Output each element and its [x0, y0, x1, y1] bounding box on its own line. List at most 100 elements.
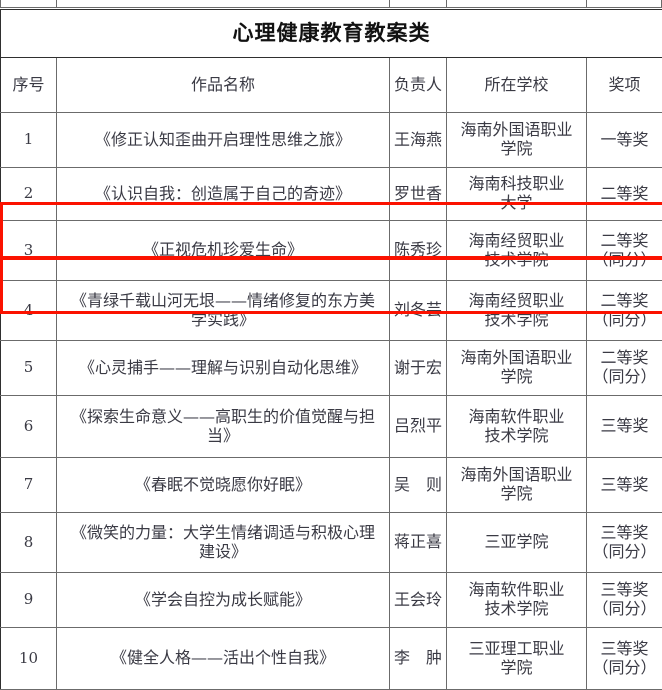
table-row: 5《心灵捕手——理解与识别自动化思维》谢于宏海南外国语职业学院二等奖（同分） — [1, 341, 662, 396]
cell-index: 5 — [1, 341, 57, 396]
award-line-1: 二等奖 — [591, 232, 658, 251]
cell-index: 3 — [1, 221, 57, 281]
cell-work-title: 《春眠不觉晓愿你好眠》 — [57, 458, 390, 513]
cell-work-title: 《正视危机珍爱生命》 — [57, 221, 390, 281]
column-header-owner: 负责人 — [390, 58, 447, 113]
column-header-school: 所在学校 — [447, 58, 587, 113]
cell-index: 9 — [1, 573, 57, 628]
cell-school: 海南科技职业大学 — [447, 168, 587, 221]
cell-work-title: 《认识自我：创造属于自己的奇迹》 — [57, 168, 390, 221]
table-top-rule — [0, 7, 662, 8]
cell-award: 三等奖（同分） — [587, 513, 662, 573]
table-row: 9《学会自控为成长赋能》王会玲海南软件职业技术学院三等奖（同分） — [1, 573, 662, 628]
cell-award: 二等奖（同分） — [587, 221, 662, 281]
column-header-index: 序号 — [1, 58, 57, 113]
award-line-2: （同分） — [591, 368, 658, 387]
award-line-2: （同分） — [591, 311, 658, 330]
cell-work-title: 《学会自控为成长赋能》 — [57, 573, 390, 628]
cell-award: 三等奖（同分） — [587, 573, 662, 628]
cell-school: 海南经贸职业技术学院 — [447, 281, 587, 341]
cell-school: 海南经贸职业技术学院 — [447, 221, 587, 281]
table-row: 10《健全人格——活出个性自我》李 肿三亚理工职业学院三等奖（同分） — [1, 628, 662, 690]
cell-owner: 吴 则 — [390, 458, 447, 513]
award-line-1: 三等奖 — [591, 581, 658, 600]
table-row: 7《春眠不觉晓愿你好眠》吴 则海南外国语职业学院三等奖 — [1, 458, 662, 513]
cell-award: 二等奖 — [587, 168, 662, 221]
cell-school: 三亚学院 — [447, 513, 587, 573]
award-line-2: （同分） — [591, 659, 658, 678]
award-line-1: 二等奖 — [591, 185, 658, 204]
table-title-row: 心理健康教育教案类 — [1, 10, 662, 58]
table-header-row: 序号 作品名称 负责人 所在学校 奖项 — [1, 58, 662, 113]
school-line-1: 海南外国语职业 — [451, 349, 582, 368]
cell-work-title: 《健全人格——活出个性自我》 — [57, 628, 390, 690]
table-row: 1《修正认知歪曲开启理性思维之旅》王海燕海南外国语职业学院一等奖 — [1, 113, 662, 168]
school-line-1: 三亚学院 — [451, 533, 582, 552]
cell-index: 6 — [1, 396, 57, 458]
clipped-previous-row — [0, 0, 662, 9]
cell-owner: 李 肿 — [390, 628, 447, 690]
cell-owner: 谢于宏 — [390, 341, 447, 396]
school-line-1: 海南经贸职业 — [451, 292, 582, 311]
school-line-2: 学院 — [451, 485, 582, 504]
school-line-1: 海南软件职业 — [451, 581, 582, 600]
award-line-2: （同分） — [591, 251, 658, 270]
table-row: 4《青绿千载山河无垠——情绪修复的东方美学实践》刘冬芸海南经贸职业技术学院二等奖… — [1, 281, 662, 341]
award-line-1: 三等奖 — [591, 417, 658, 436]
column-divider-3 — [446, 0, 447, 8]
table-row: 6《探索生命意义——高职生的价值觉醒与担当》吕烈平海南软件职业技术学院三等奖 — [1, 396, 662, 458]
school-line-1: 海南科技职业 — [451, 175, 582, 194]
cell-school: 三亚理工职业学院 — [447, 628, 587, 690]
cell-index: 10 — [1, 628, 57, 690]
award-line-2: （同分） — [591, 600, 658, 619]
cell-owner: 王海燕 — [390, 113, 447, 168]
cell-award: 二等奖（同分） — [587, 281, 662, 341]
cell-school: 海南外国语职业学院 — [447, 113, 587, 168]
school-line-2: 技术学院 — [451, 251, 582, 270]
table-row: 8《微笑的力量：大学生情绪调适与积极心理建设》蒋正喜三亚学院三等奖（同分） — [1, 513, 662, 573]
cell-index: 2 — [1, 168, 57, 221]
school-line-1: 海南软件职业 — [451, 408, 582, 427]
cell-index: 4 — [1, 281, 57, 341]
cell-owner: 蒋正喜 — [390, 513, 447, 573]
award-line-1: 一等奖 — [591, 131, 658, 150]
cell-work-title: 《修正认知歪曲开启理性思维之旅》 — [57, 113, 390, 168]
award-line-1: 三等奖 — [591, 524, 658, 543]
school-line-1: 海南外国语职业 — [451, 121, 582, 140]
cell-award: 一等奖 — [587, 113, 662, 168]
cell-index: 1 — [1, 113, 57, 168]
cell-award: 二等奖（同分） — [587, 341, 662, 396]
column-divider-4 — [586, 0, 587, 8]
cell-work-title: 《青绿千载山河无垠——情绪修复的东方美学实践》 — [57, 281, 390, 341]
award-line-1: 三等奖 — [591, 476, 658, 495]
document-sheet: 心理健康教育教案类 序号 作品名称 负责人 所在学校 奖项 1《修正认知歪曲开启… — [0, 9, 662, 690]
cell-work-title: 《微笑的力量：大学生情绪调适与积极心理建设》 — [57, 513, 390, 573]
column-header-award: 奖项 — [587, 58, 662, 113]
award-line-1: 二等奖 — [591, 292, 658, 311]
school-line-2: 学院 — [451, 659, 582, 678]
cell-award: 三等奖（同分） — [587, 628, 662, 690]
cell-owner: 吕烈平 — [390, 396, 447, 458]
award-line-1: 二等奖 — [591, 349, 658, 368]
cell-owner: 罗世香 — [390, 168, 447, 221]
cell-award: 三等奖 — [587, 396, 662, 458]
school-line-2: 大学 — [451, 194, 582, 213]
school-line-1: 三亚理工职业 — [451, 640, 582, 659]
column-divider-2 — [389, 0, 390, 8]
cell-index: 7 — [1, 458, 57, 513]
school-line-2: 技术学院 — [451, 427, 582, 446]
cell-school: 海南软件职业技术学院 — [447, 573, 587, 628]
award-results-table: 心理健康教育教案类 序号 作品名称 负责人 所在学校 奖项 1《修正认知歪曲开启… — [0, 9, 662, 690]
cell-work-title: 《探索生命意义——高职生的价值觉醒与担当》 — [57, 396, 390, 458]
cell-award: 三等奖 — [587, 458, 662, 513]
school-line-1: 海南外国语职业 — [451, 466, 582, 485]
school-line-2: 技术学院 — [451, 311, 582, 330]
table-row: 2《认识自我：创造属于自己的奇迹》罗世香海南科技职业大学二等奖 — [1, 168, 662, 221]
cell-owner: 刘冬芸 — [390, 281, 447, 341]
school-line-2: 学院 — [451, 140, 582, 159]
cell-school: 海南外国语职业学院 — [447, 341, 587, 396]
cell-owner: 陈秀珍 — [390, 221, 447, 281]
table-left-edge — [0, 0, 1, 8]
page-title: 心理健康教育教案类 — [1, 10, 662, 58]
column-divider-1 — [56, 0, 57, 8]
